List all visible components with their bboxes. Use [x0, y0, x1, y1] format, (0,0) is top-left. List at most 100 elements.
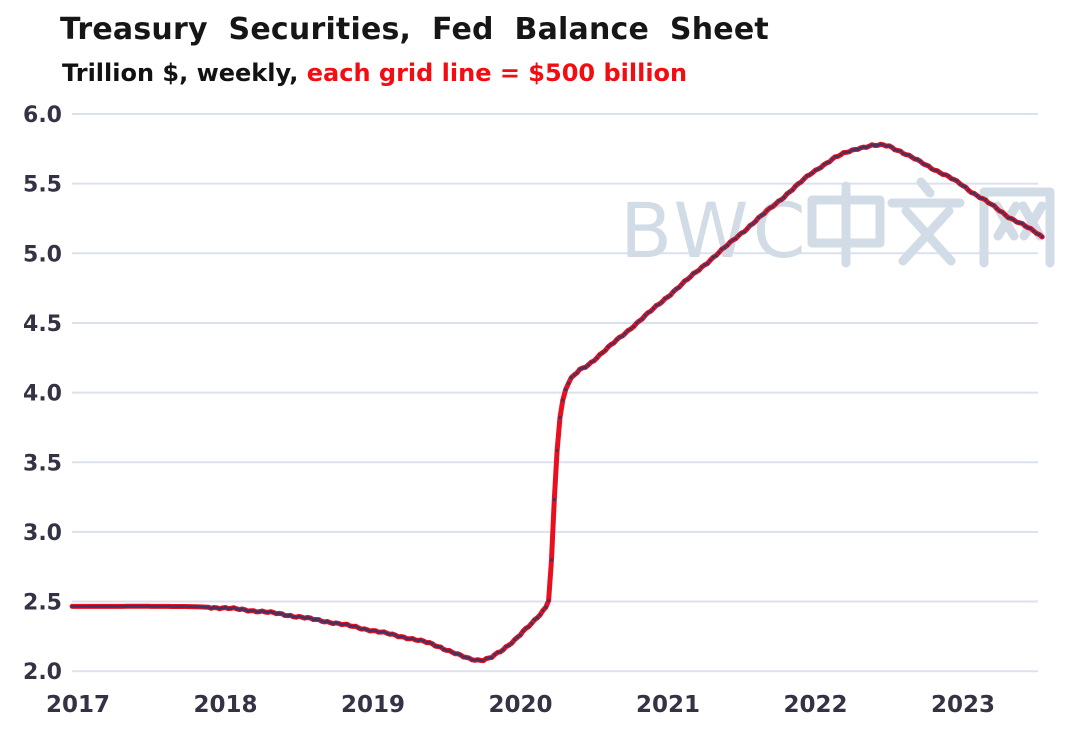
data-point [246, 609, 250, 613]
data-point [609, 343, 613, 346]
data-point [377, 630, 380, 634]
data-point [150, 605, 153, 608]
data-point [473, 658, 477, 662]
data-point [663, 297, 667, 301]
data-point [221, 606, 224, 610]
data-point [470, 658, 474, 662]
data-point [595, 356, 599, 360]
data-point [632, 325, 636, 328]
data-point [921, 162, 925, 166]
data-point [1038, 233, 1041, 236]
data-point [805, 174, 809, 178]
data-point [728, 240, 732, 244]
data-point [774, 202, 777, 206]
data-point [740, 231, 743, 235]
data-point [686, 277, 689, 281]
data-point [660, 300, 664, 304]
data-point [147, 604, 151, 608]
data-point [501, 648, 505, 652]
data-point [975, 194, 979, 197]
data-point [813, 168, 817, 172]
data-point [907, 153, 911, 157]
data-point [748, 224, 752, 227]
data-point [181, 605, 185, 608]
data-point [791, 188, 794, 192]
data-point [992, 204, 996, 207]
data-point [879, 142, 882, 146]
data-point [96, 605, 99, 608]
data-point [561, 398, 565, 402]
data-point [1015, 220, 1019, 224]
data-point [90, 605, 94, 608]
data-point [263, 610, 267, 614]
data-point [479, 659, 482, 662]
data-point [899, 149, 902, 153]
watermark-cjk-wang-frame [979, 187, 1055, 268]
data-point [689, 275, 692, 279]
series-layer [69, 141, 1045, 664]
data-point [697, 268, 701, 272]
data-point [541, 609, 545, 612]
data-point [621, 334, 624, 338]
data-point [334, 621, 338, 625]
data-point [518, 633, 522, 637]
data-point [737, 234, 741, 237]
data-point [703, 263, 706, 267]
data-point [694, 270, 698, 274]
data-point [374, 629, 377, 633]
data-point [825, 161, 828, 165]
data-point [272, 611, 275, 614]
data-point [796, 182, 800, 186]
data-point [294, 615, 298, 619]
series-line [69, 141, 1045, 664]
data-point [777, 199, 780, 203]
data-point [337, 622, 341, 625]
data-point [649, 309, 653, 313]
data-point [995, 207, 999, 210]
data-point [870, 143, 874, 147]
data-point [379, 630, 383, 634]
data-point [575, 371, 579, 375]
data-point [482, 659, 485, 662]
data-point [833, 155, 837, 159]
data-point [771, 205, 775, 209]
data-point [419, 638, 423, 642]
data-point [178, 605, 182, 608]
data-point [918, 159, 922, 163]
data-point [964, 185, 967, 189]
chart-subtitle: Trillion $, weekly, each grid line = $50… [62, 59, 687, 87]
data-point [657, 302, 661, 306]
data-point [79, 605, 82, 608]
data-point [711, 255, 715, 259]
data-point [223, 606, 227, 609]
data-point [677, 285, 681, 289]
data-point [768, 206, 772, 210]
data-point [158, 605, 162, 608]
data-point [87, 605, 91, 608]
data-point [408, 637, 411, 641]
data-point [1009, 217, 1013, 220]
data-point [306, 616, 309, 619]
data-point [706, 262, 709, 265]
data-point [286, 614, 290, 617]
data-point [365, 628, 369, 632]
x-tick-label: 2022 [783, 692, 847, 718]
data-point [413, 638, 417, 642]
watermark-cjk-characters [807, 177, 1055, 268]
data-point [751, 222, 755, 226]
data-point [428, 641, 431, 644]
data-point [884, 144, 888, 148]
data-point [127, 604, 131, 608]
y-tick-label: 4.5 [23, 312, 62, 337]
data-point [445, 649, 448, 652]
data-point [586, 363, 590, 367]
data-point [842, 151, 845, 154]
data-point [425, 641, 429, 644]
data-point [320, 619, 324, 623]
data-point [201, 605, 204, 609]
data-point [901, 152, 905, 155]
data-point [110, 605, 114, 608]
data-point [499, 650, 502, 654]
